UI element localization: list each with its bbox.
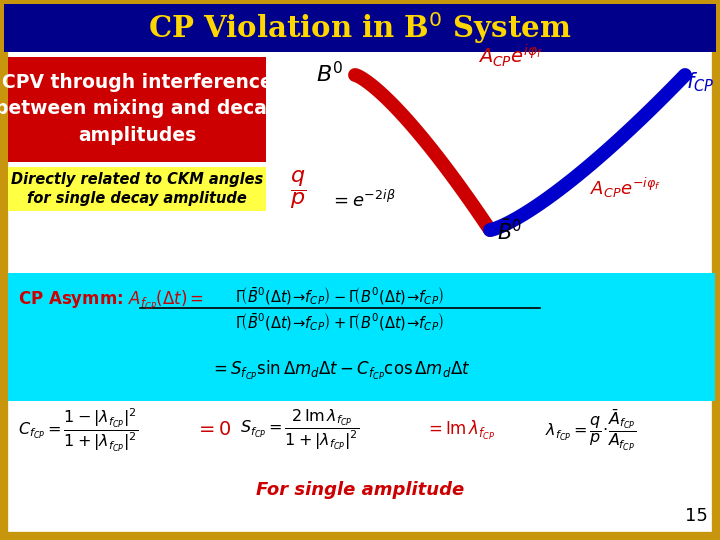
Text: $= e^{-2i\beta}$: $= e^{-2i\beta}$ [330, 190, 396, 211]
Text: CPV through interference
between mixing and decay
amplitudes: CPV through interference between mixing … [0, 73, 279, 145]
Text: $A_{CP}e^{-i\varphi_f}$: $A_{CP}e^{-i\varphi_f}$ [590, 176, 661, 200]
Text: $= \mathrm{Im}\,\lambda_{f_{CP}}$: $= \mathrm{Im}\,\lambda_{f_{CP}}$ [425, 418, 495, 442]
Text: $B^0$: $B^0$ [316, 62, 343, 87]
Text: $\bar{B}^0$: $\bar{B}^0$ [497, 219, 522, 244]
Text: $\dfrac{q}{p}$: $\dfrac{q}{p}$ [290, 168, 306, 212]
FancyBboxPatch shape [4, 4, 716, 52]
FancyBboxPatch shape [8, 273, 715, 401]
Text: $f_{CP}$: $f_{CP}$ [686, 70, 714, 93]
Text: $\Gamma\!\left(\bar{B}^0(\Delta t)\!\to\! f_{CP}\right)-\Gamma\!\left(B^0(\Delta: $\Gamma\!\left(\bar{B}^0(\Delta t)\!\to\… [235, 285, 445, 307]
Text: 15: 15 [685, 507, 708, 525]
Text: $A_{CP}e^{i\varphi_f}$: $A_{CP}e^{i\varphi_f}$ [477, 42, 542, 69]
FancyBboxPatch shape [8, 57, 266, 162]
Text: $S_{f_{CP}} = \dfrac{2\,\mathrm{Im}\,\lambda_{f_{CP}}}{1+|\lambda_{f_{CP}}|^2}$: $S_{f_{CP}} = \dfrac{2\,\mathrm{Im}\,\la… [240, 408, 359, 453]
FancyBboxPatch shape [4, 4, 716, 536]
Text: CP Violation in B$^0$ System: CP Violation in B$^0$ System [148, 10, 572, 46]
Text: Directly related to CKM angles
for single decay amplitude: Directly related to CKM angles for singl… [11, 172, 263, 206]
FancyBboxPatch shape [8, 167, 266, 211]
Text: CP Asymm: $A_{f_{CP}}(\Delta t) =$: CP Asymm: $A_{f_{CP}}(\Delta t) =$ [18, 288, 204, 312]
Text: For single amplitude: For single amplitude [256, 481, 464, 499]
Text: $\Gamma\!\left(\bar{B}^0(\Delta t)\!\to\! f_{CP}\right)+\Gamma\!\left(B^0(\Delta: $\Gamma\!\left(\bar{B}^0(\Delta t)\!\to\… [235, 311, 445, 333]
Text: $= S_{f_{CP}}\sin\Delta m_d\Delta t - C_{f_{CP}}\cos\Delta m_d\Delta t$: $= S_{f_{CP}}\sin\Delta m_d\Delta t - C_… [210, 359, 470, 382]
Text: $\lambda_{f_{CP}} = \dfrac{q}{p}\!\cdot\!\dfrac{\bar{A}_{f_{CP}}}{A_{f_{CP}}}$: $\lambda_{f_{CP}} = \dfrac{q}{p}\!\cdot\… [545, 407, 636, 453]
Text: $C_{f_{CP}} = \dfrac{1-|\lambda_{f_{CP}}|^2}{1+|\lambda_{f_{CP}}|^2}$: $C_{f_{CP}} = \dfrac{1-|\lambda_{f_{CP}}… [18, 406, 138, 454]
Text: $= 0$: $= 0$ [195, 421, 232, 439]
